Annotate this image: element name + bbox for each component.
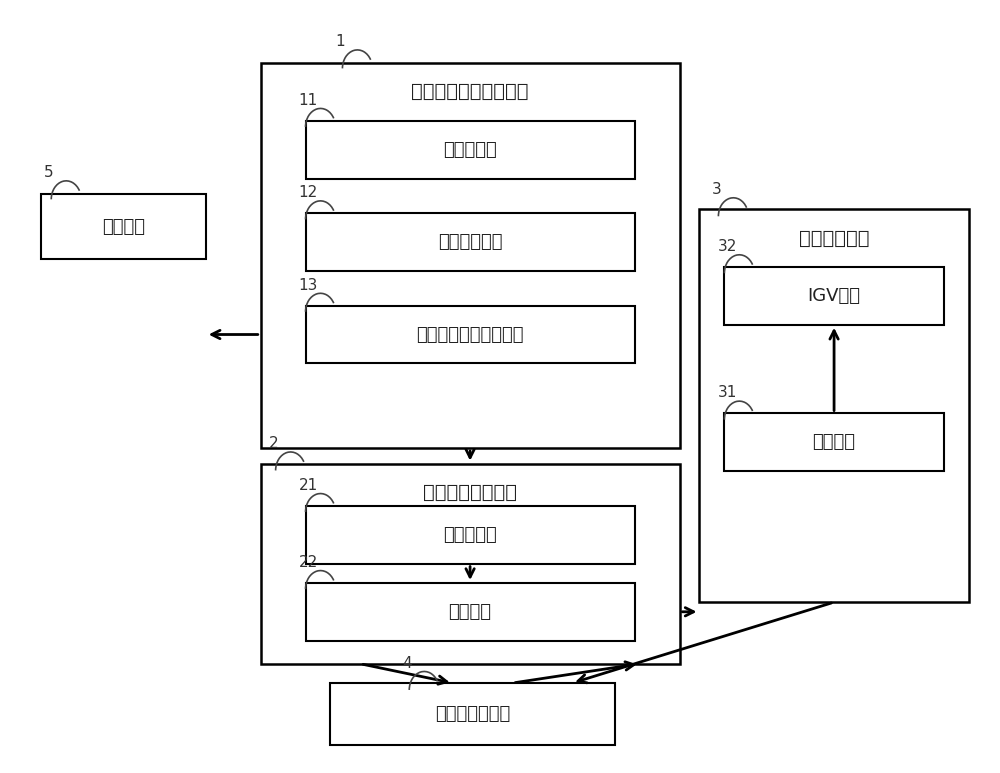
Text: 自动感知参数采集模块: 自动感知参数采集模块 [411,82,529,101]
Bar [699,209,969,602]
Bar [330,683,615,744]
Bar [724,414,944,472]
Text: IGV小车: IGV小车 [808,287,861,305]
Text: 4: 4 [402,656,412,671]
Bar [724,267,944,325]
Text: 立体仓库: 立体仓库 [813,434,856,451]
Text: 21: 21 [299,478,318,493]
Bar [261,63,680,448]
Text: 焊丝配送模块: 焊丝配送模块 [799,229,869,247]
Text: 测速传感器: 测速传感器 [443,141,497,158]
Text: 焊丝余量自动感知装置: 焊丝余量自动感知装置 [416,325,524,343]
Text: 2: 2 [269,436,278,451]
Text: 二维码识别器: 二维码识别器 [438,233,502,251]
Bar [306,213,635,271]
Text: 电子看板: 电子看板 [449,603,492,621]
Text: 数据终端处理器: 数据终端处理器 [435,705,510,723]
Bar [306,583,635,641]
Text: 22: 22 [299,555,318,570]
Text: 5: 5 [44,165,54,180]
Text: 数据处理器: 数据处理器 [443,526,497,543]
Bar [261,464,680,664]
Text: 13: 13 [299,278,318,292]
Bar [306,305,635,363]
Text: 报警模块: 报警模块 [102,218,145,236]
Bar [41,194,206,260]
Text: 11: 11 [299,93,318,107]
Text: 3: 3 [711,182,721,197]
Text: 31: 31 [717,386,737,400]
Text: 数据处理显示模块: 数据处理显示模块 [423,483,517,502]
Text: 1: 1 [335,34,345,49]
Text: 32: 32 [717,239,737,254]
Bar [306,121,635,179]
Text: 12: 12 [299,185,318,200]
Bar [306,506,635,564]
